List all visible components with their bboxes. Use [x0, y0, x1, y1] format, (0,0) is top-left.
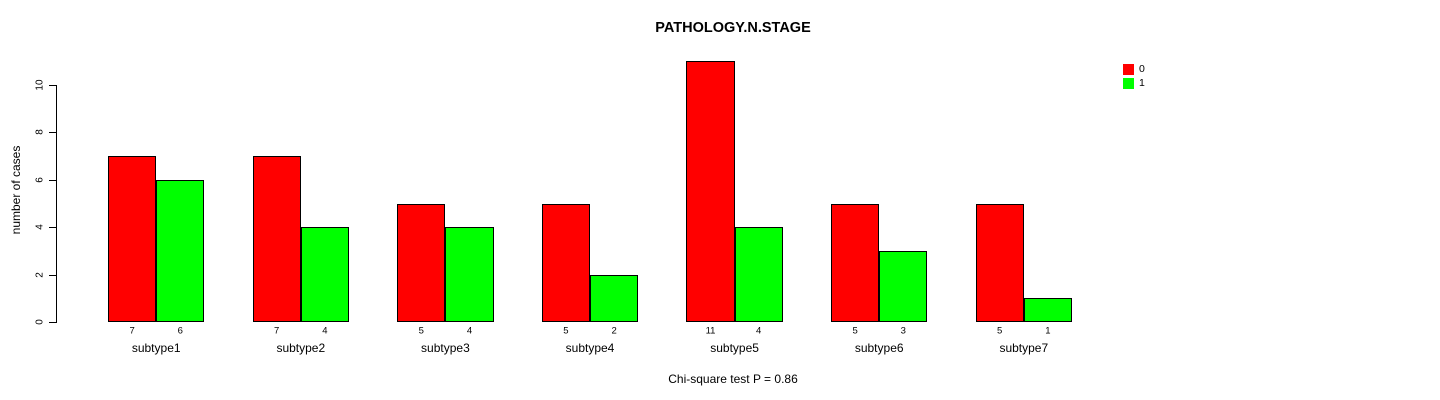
legend-entry-0: 0: [1123, 64, 1145, 75]
y-axis-tick-label: 8: [34, 129, 46, 136]
y-axis-tick: [49, 85, 56, 86]
bar-value-label: 5: [418, 325, 424, 337]
y-axis-tick-label: 0: [34, 319, 46, 325]
bar-value-label: 7: [274, 325, 280, 337]
y-axis-tick-label: 10: [34, 79, 46, 91]
bar-subtype1-series-0: [108, 156, 157, 322]
legend-entry-label: 1: [1139, 77, 1145, 89]
y-axis-tick: [49, 132, 56, 134]
bar-subtype4-series-1: [590, 274, 639, 322]
category-label-subtype6: subtype6: [854, 341, 904, 355]
bar-value-label: 3: [900, 325, 906, 337]
category-label-subtype3: subtype3: [421, 341, 470, 355]
legend-entry-label: 0: [1139, 63, 1145, 75]
bar-subtype2-series-0: [252, 156, 301, 322]
bar-value-label: 4: [756, 325, 762, 337]
y-axis-label: number of cases: [9, 145, 23, 235]
bar-subtype3-series-0: [397, 203, 446, 322]
bar-subtype6-series-0: [831, 203, 880, 322]
y-axis-tick: [49, 322, 56, 323]
bar-subtype4-series-0: [541, 203, 590, 322]
legend-swatch: [1123, 64, 1134, 75]
legend-entry-1: 1: [1123, 78, 1145, 89]
bar-subtype2-series-1: [300, 227, 349, 322]
y-axis-tick-label: 4: [34, 224, 46, 230]
bar-subtype3-series-1: [445, 227, 494, 322]
y-axis-tick: [49, 227, 56, 229]
bar-value-label: 5: [997, 325, 1003, 337]
bar-subtype5-series-1: [734, 227, 783, 322]
bar-subtype1-series-1: [156, 179, 205, 322]
y-axis-line: [56, 85, 57, 323]
category-label-subtype5: subtype5: [710, 341, 759, 355]
bar-value-label: 11: [705, 325, 716, 337]
category-label-subtype1: subtype1: [131, 341, 181, 355]
chart-title: PATHOLOGY.N.STAGE: [655, 20, 811, 36]
y-axis-tick: [49, 274, 56, 276]
bar-subtype5-series-0: [686, 61, 735, 322]
category-label-subtype7: subtype7: [999, 341, 1049, 355]
bar-value-label: 6: [177, 325, 183, 337]
chi-square-annotation: Chi-square test P = 0.86: [668, 372, 798, 386]
bar-subtype6-series-1: [879, 250, 928, 322]
bar-subtype7-series-0: [975, 203, 1024, 322]
bar-value-label: 5: [563, 325, 569, 337]
bar-value-label: 4: [322, 325, 328, 337]
bar-value-label: 1: [1045, 325, 1051, 337]
bar-value-label: 2: [611, 325, 617, 337]
y-axis-tick-label: 2: [34, 271, 46, 278]
bar-value-label: 5: [852, 325, 858, 337]
category-label-subtype2: subtype2: [276, 341, 326, 355]
bar-subtype7-series-1: [1023, 298, 1072, 322]
y-axis-tick: [49, 179, 56, 181]
y-axis-tick-label: 6: [34, 177, 46, 183]
bar-value-label: 7: [129, 325, 135, 337]
bar-value-label: 4: [466, 325, 473, 337]
legend-swatch: [1123, 78, 1134, 89]
category-label-subtype4: subtype4: [565, 341, 615, 355]
